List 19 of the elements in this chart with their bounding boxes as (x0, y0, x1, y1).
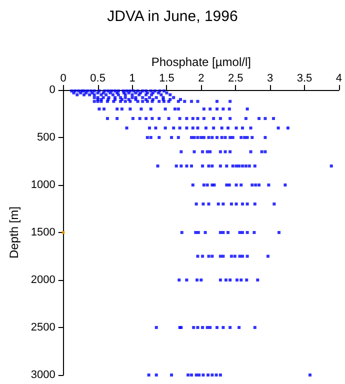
x-tick-label: 3.5 (296, 72, 312, 84)
y-tick-label: 3000 (30, 369, 56, 381)
x-tick-label: 0.5 (90, 72, 106, 84)
y-tick-label: 1500 (30, 226, 56, 238)
x-tick-label: 2 (198, 72, 204, 84)
y-tick-label: 2000 (30, 274, 56, 286)
x-tick-label: 4 (336, 72, 342, 84)
x-axis-title: Phosphate [µmol/l] (151, 55, 251, 69)
x-tick-label: 0 (60, 72, 66, 84)
x-tick-label: 1 (129, 72, 136, 84)
y-axis-title: Depth [m] (7, 206, 21, 259)
x-tick-label: 2.5 (228, 72, 244, 84)
y-tick-label: 1000 (30, 179, 56, 191)
y-tick-label: 0 (49, 84, 56, 96)
chart-title: JDVA in June, 1996 (107, 8, 238, 25)
x-tick-label: 1.5 (159, 72, 174, 84)
y-tick-label: 500 (37, 132, 56, 144)
y-tick-label: 2500 (30, 322, 56, 334)
x-tick-label: 3 (266, 72, 274, 84)
